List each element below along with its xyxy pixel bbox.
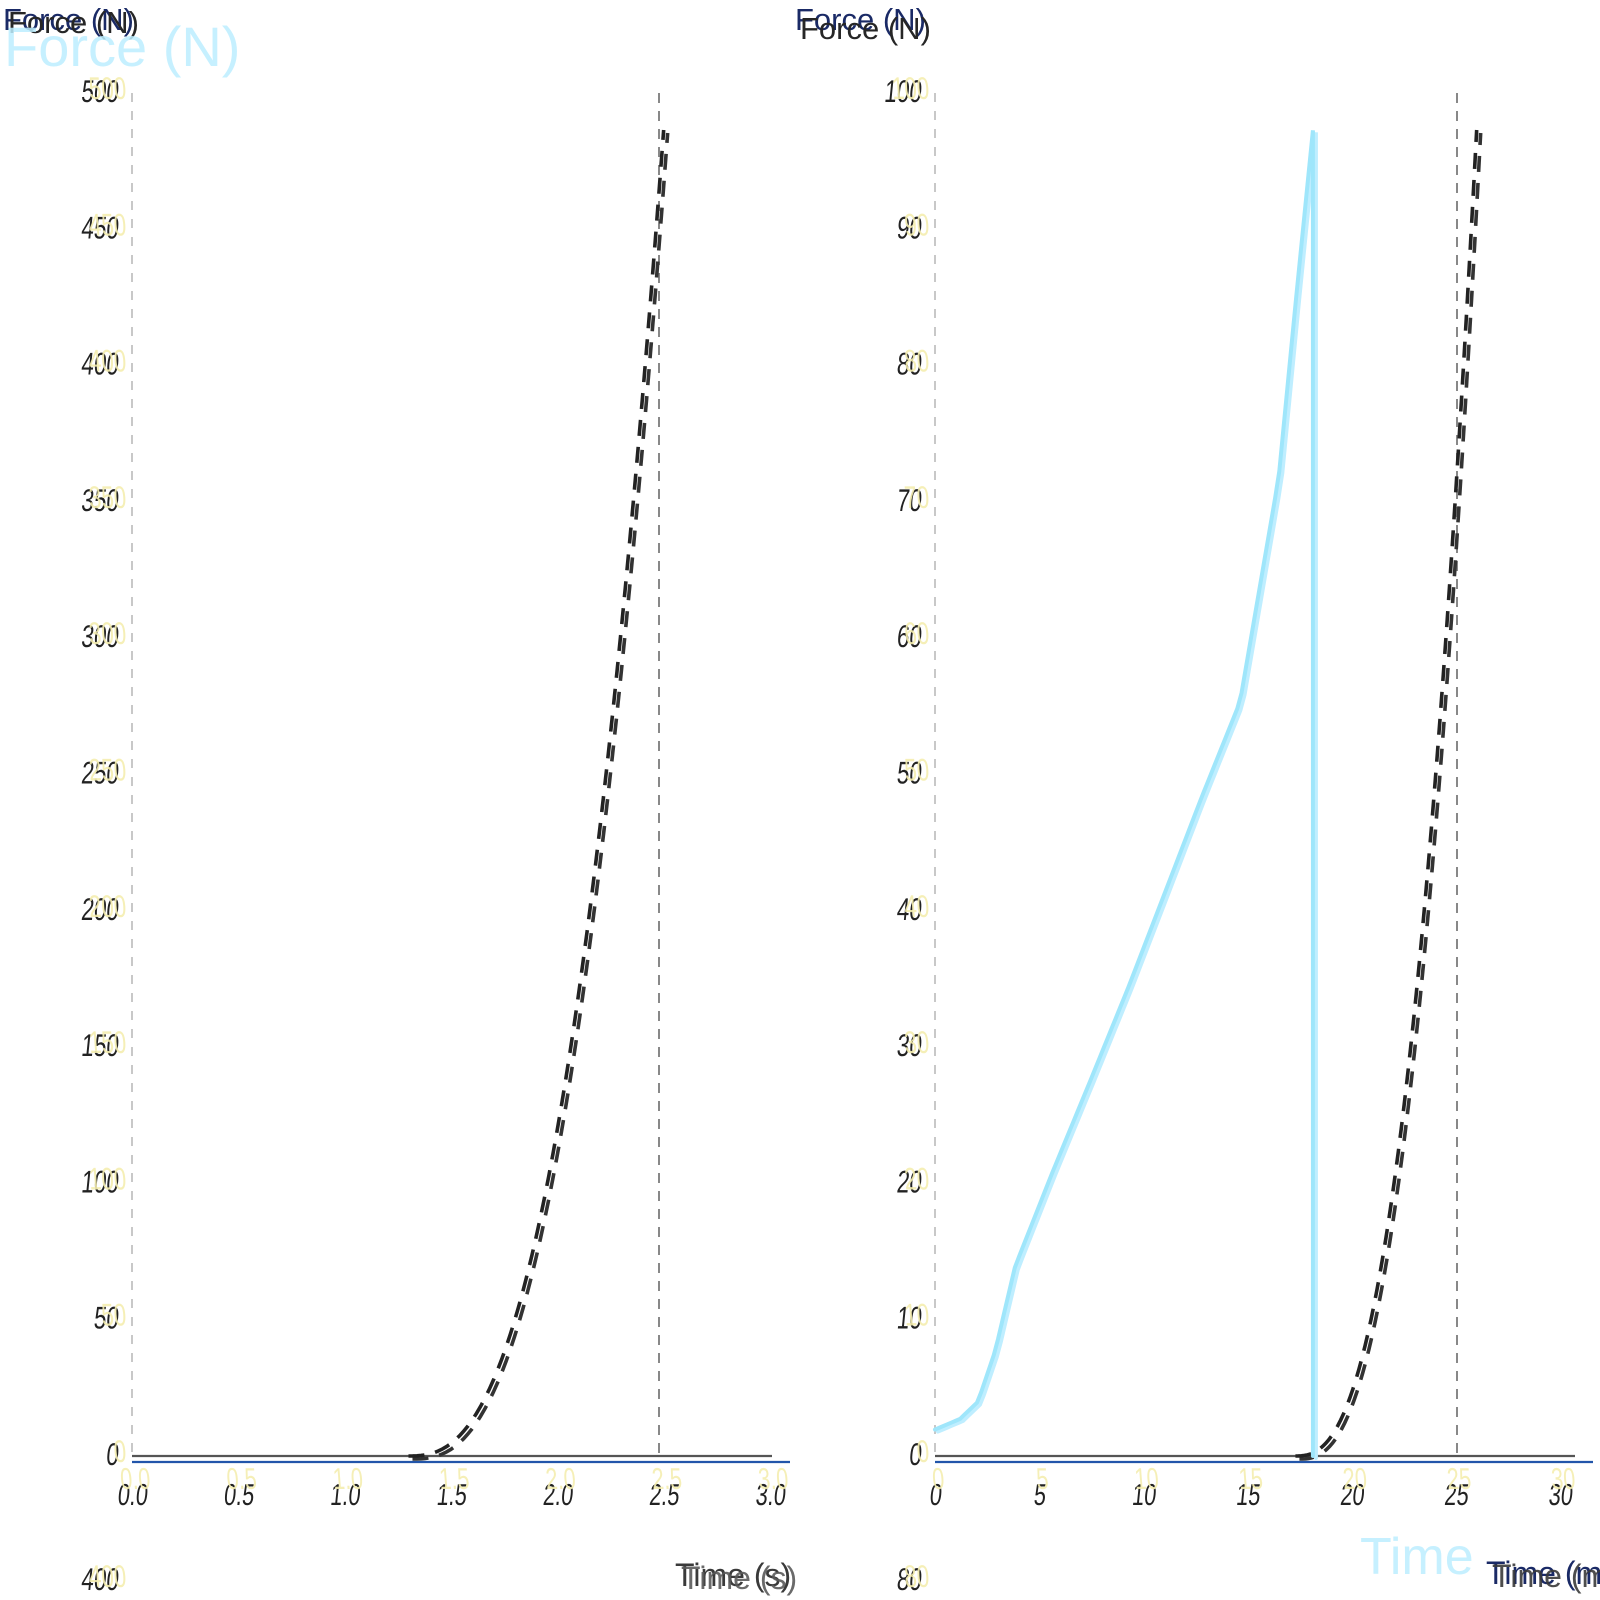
svg-text:15: 15 bbox=[1237, 1461, 1264, 1495]
svg-text:20: 20 bbox=[1342, 1461, 1369, 1495]
svg-text:80: 80 bbox=[903, 343, 931, 379]
svg-text:90: 90 bbox=[903, 207, 931, 243]
svg-text:80: 80 bbox=[903, 1558, 931, 1594]
svg-text:30: 30 bbox=[1550, 1461, 1577, 1495]
svg-text:400: 400 bbox=[87, 343, 127, 379]
svg-text:2.0: 2.0 bbox=[544, 1461, 577, 1495]
svg-text:400: 400 bbox=[87, 1558, 127, 1594]
svg-text:Force (N): Force (N) bbox=[4, 15, 240, 78]
svg-text:50: 50 bbox=[903, 752, 931, 788]
svg-text:10: 10 bbox=[1133, 1461, 1160, 1495]
svg-text:50: 50 bbox=[100, 1297, 128, 1333]
svg-text:40: 40 bbox=[903, 888, 931, 924]
svg-text:10: 10 bbox=[903, 1297, 931, 1333]
svg-text:60: 60 bbox=[903, 615, 931, 651]
svg-text:100: 100 bbox=[890, 70, 930, 106]
svg-text:0: 0 bbox=[915, 1433, 930, 1469]
svg-text:5: 5 bbox=[1035, 1461, 1050, 1495]
svg-text:70: 70 bbox=[903, 479, 931, 515]
svg-text:250: 250 bbox=[87, 752, 127, 788]
svg-text:450: 450 bbox=[87, 207, 127, 243]
svg-text:30: 30 bbox=[903, 1024, 931, 1060]
svg-text:200: 200 bbox=[87, 888, 127, 924]
svg-text:1.5: 1.5 bbox=[438, 1461, 471, 1495]
svg-text:300: 300 bbox=[87, 615, 127, 651]
svg-text:150: 150 bbox=[87, 1024, 127, 1060]
svg-text:1.0: 1.0 bbox=[332, 1461, 365, 1495]
svg-text:3.0: 3.0 bbox=[757, 1461, 790, 1495]
svg-text:0: 0 bbox=[931, 1461, 946, 1495]
svg-text:Time (s): Time (s) bbox=[681, 1560, 797, 1596]
svg-text:20: 20 bbox=[903, 1161, 931, 1197]
svg-text:100: 100 bbox=[87, 1161, 127, 1197]
svg-text:0.0: 0.0 bbox=[119, 1461, 152, 1495]
svg-text:0.5: 0.5 bbox=[225, 1461, 258, 1495]
svg-text:350: 350 bbox=[87, 479, 127, 515]
svg-text:25: 25 bbox=[1446, 1461, 1473, 1495]
svg-text:2.5: 2.5 bbox=[651, 1461, 684, 1495]
svg-text:Time: Time bbox=[1360, 1528, 1474, 1586]
svg-text:Time (ms): Time (ms) bbox=[1492, 1558, 1600, 1594]
svg-text:Force (N): Force (N) bbox=[800, 11, 931, 46]
